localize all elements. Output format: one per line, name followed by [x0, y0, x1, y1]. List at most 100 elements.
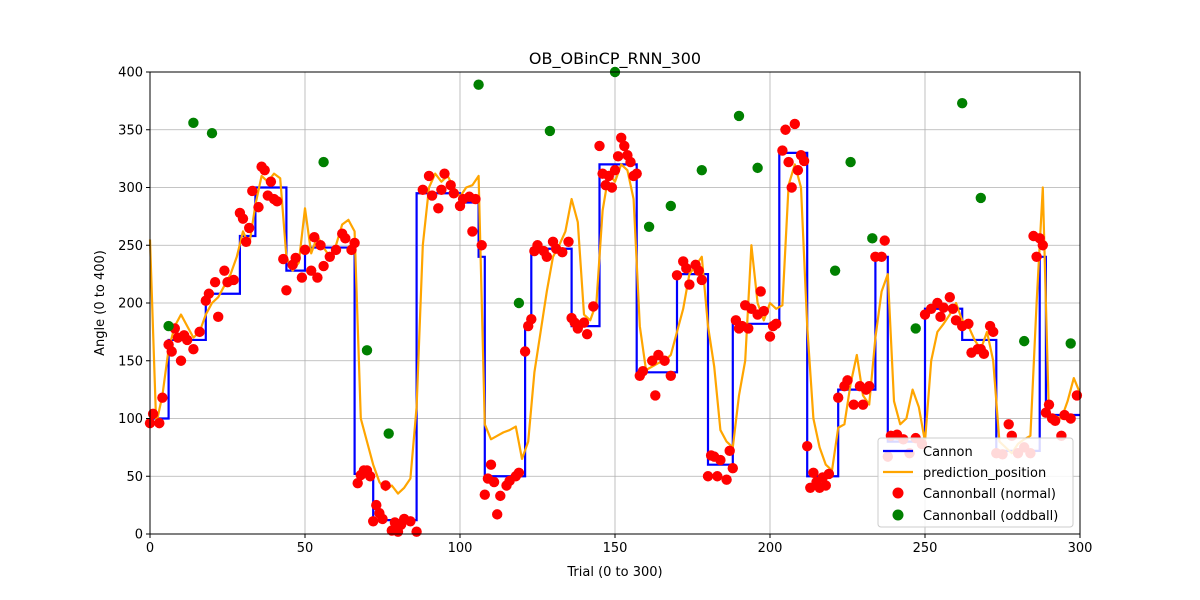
legend-normal-marker — [892, 487, 904, 499]
normal-cannonball-point — [702, 471, 714, 482]
normal-cannonball-point — [681, 263, 692, 274]
normal-cannonball-point — [631, 168, 642, 179]
normal-cannonball-point — [228, 274, 239, 286]
normal-cannonball-point — [650, 390, 661, 401]
y-tick-label: 50 — [126, 470, 143, 485]
oddball-cannonball-point — [1065, 338, 1076, 349]
normal-cannonball-point — [244, 222, 255, 234]
normal-cannonball-point — [315, 240, 326, 251]
normal-cannonball-point — [693, 265, 704, 276]
normal-cannonball-point — [696, 274, 707, 286]
normal-cannonball-point — [182, 334, 193, 346]
normal-cannonball-point — [433, 203, 444, 214]
legend-prediction-label: prediction_position — [923, 466, 1046, 481]
normal-cannonball-point — [513, 467, 525, 478]
oddball-cannonball-point — [910, 323, 921, 334]
normal-cannonball-point — [526, 313, 537, 325]
normal-cannonball-point — [240, 236, 252, 247]
oddball-cannonball-point — [643, 221, 655, 232]
normal-cannonball-point — [557, 246, 568, 258]
normal-cannonball-point — [479, 489, 490, 500]
normal-cannonball-point — [988, 326, 999, 338]
normal-cannonball-point — [665, 370, 676, 381]
oddball-cannonball-point — [544, 125, 556, 137]
normal-cannonball-point — [842, 375, 853, 386]
normal-cannonball-point — [777, 145, 788, 156]
normal-cannonball-point — [488, 476, 500, 488]
normal-cannonball-point — [426, 190, 438, 201]
normal-cannonball-point — [541, 251, 552, 262]
normal-cannonball-point — [879, 235, 890, 246]
normal-cannonball-point — [659, 355, 670, 366]
oddball-cannonball-point — [867, 233, 878, 244]
normal-cannonball-point — [947, 303, 959, 314]
normal-cannonball-point — [1043, 399, 1055, 410]
normal-cannonball-point — [194, 326, 205, 338]
y-tick-label: 200 — [118, 297, 143, 312]
normal-cannonball-point — [978, 348, 990, 360]
normal-cannonball-point — [588, 301, 599, 312]
normal-cannonball-point — [364, 471, 376, 482]
normal-cannonball-point — [963, 318, 974, 329]
normal-cannonball-point — [470, 193, 481, 205]
x-tick-label: 150 — [603, 541, 628, 556]
y-tick-label: 300 — [118, 181, 143, 196]
normal-cannonball-point — [1065, 413, 1076, 424]
x-tick-label: 100 — [448, 541, 473, 556]
normal-cannonball-point — [157, 392, 168, 403]
oddball-cannonball-point — [206, 128, 218, 139]
oddball-cannonball-point — [1018, 335, 1030, 347]
normal-cannonball-point — [324, 251, 335, 262]
oddball-cannonball-point — [845, 156, 856, 168]
legend-oddball-marker — [892, 509, 904, 521]
oddball-scatter-series — [163, 66, 1076, 439]
y-tick-label: 350 — [118, 123, 143, 138]
oddball-cannonball-point — [752, 162, 763, 174]
normal-cannonball-point — [299, 244, 311, 256]
normal-cannonball-point — [445, 179, 456, 191]
normal-cannonball-point — [219, 265, 230, 276]
normal-cannonball-point — [563, 236, 574, 247]
normal-cannonball-point — [786, 182, 797, 193]
y-tick-label: 0 — [135, 528, 143, 543]
normal-cannonball-point — [213, 311, 224, 323]
normal-cannonball-point — [938, 302, 949, 313]
normal-cannonball-point — [147, 408, 159, 420]
normal-cannonball-point — [727, 462, 738, 474]
normal-cannonball-point — [616, 132, 627, 144]
normal-cannonball-point — [721, 474, 732, 485]
y-tick-label: 150 — [118, 354, 143, 369]
x-tick-label: 300 — [1068, 541, 1093, 556]
normal-cannonball-point — [1031, 251, 1042, 262]
normal-cannonball-point — [259, 164, 270, 176]
y-tick-label: 100 — [118, 412, 143, 427]
normal-cannonball-point — [448, 188, 459, 199]
normal-cannonball-point — [820, 480, 831, 491]
normal-cannonball-point — [808, 467, 819, 478]
x-axis-label: Trial (0 to 300) — [566, 565, 662, 580]
x-tick-label: 50 — [297, 541, 314, 556]
normal-cannonball-point — [864, 380, 875, 392]
normal-cannonball-point — [495, 490, 506, 502]
normal-cannonball-point — [1071, 390, 1083, 401]
normal-cannonball-point — [166, 346, 177, 357]
chart-title: OB_OBinCP_RNN_300 — [529, 49, 701, 69]
normal-cannonball-point — [755, 286, 766, 297]
normal-cannonball-point — [594, 140, 605, 152]
oddball-cannonball-point — [188, 117, 199, 129]
normal-cannonball-point — [377, 513, 388, 525]
legend-normal-label: Cannonball (normal) — [923, 487, 1056, 502]
normal-cannonball-point — [1003, 419, 1014, 430]
normal-cannonball-point — [380, 480, 391, 491]
normal-cannonball-point — [349, 237, 360, 249]
normal-cannonball-point — [209, 277, 221, 288]
x-tick-label: 0 — [146, 541, 154, 556]
normal-cannonball-point — [792, 164, 804, 176]
normal-cannonball-point — [423, 170, 435, 182]
normal-cannonball-point — [724, 445, 735, 457]
normal-cannonball-point — [309, 231, 320, 243]
normal-cannonball-point — [1050, 415, 1061, 427]
oddball-cannonball-point — [383, 428, 394, 439]
normal-cannonball-point — [671, 270, 683, 281]
